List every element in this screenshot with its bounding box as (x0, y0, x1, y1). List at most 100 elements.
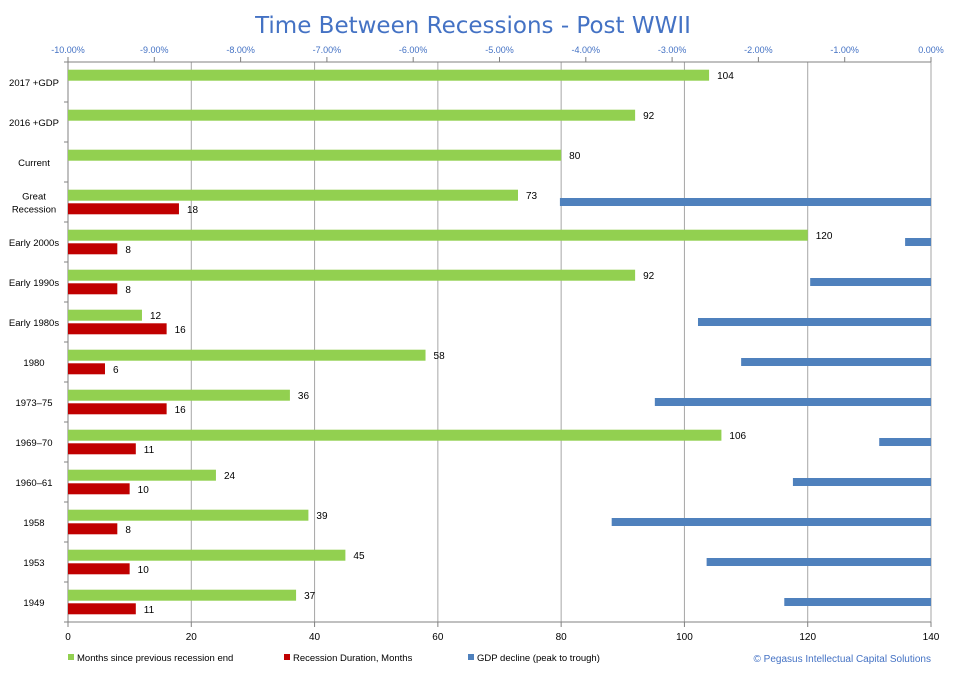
category-label: 2016 +GDP (9, 118, 59, 129)
months-between-bar (68, 69, 710, 81)
months-between-bar (68, 109, 636, 121)
gdp-decline-bar (706, 558, 931, 566)
category-label: 1949 (23, 598, 44, 609)
months-between-label: 106 (729, 431, 746, 442)
months-between-label: 36 (298, 391, 310, 402)
legend-swatch (468, 654, 474, 660)
gdp-decline-bar (905, 238, 931, 246)
legend: Months since previous recession end Reces… (68, 653, 600, 664)
recession-duration-bar (68, 243, 118, 255)
top-axis: -10.00% -9.00% -8.00% -7.00% -6.00% -5.00% -4.… (51, 45, 944, 63)
top-tick-label: -5.00% (485, 45, 514, 55)
bar-marks (68, 69, 931, 615)
legend-label: Recession Duration, Months (293, 653, 413, 664)
recession-duration-label: 10 (138, 565, 150, 576)
recession-duration-label: 8 (125, 525, 131, 536)
top-tick-label: -2.00% (744, 45, 773, 55)
months-between-bar (68, 549, 346, 561)
top-tick-label: -3.00% (658, 45, 687, 55)
legend-swatch (284, 654, 290, 660)
category-label: 1973–75 (16, 398, 53, 409)
gdp-decline-bar (810, 278, 931, 286)
months-between-bar (68, 349, 426, 361)
bottom-tick-label: 60 (432, 632, 444, 643)
legend-label: GDP decline (peak to trough) (477, 653, 600, 664)
top-tick-label: -4.00% (572, 45, 601, 55)
bottom-tick-label: 140 (923, 632, 940, 643)
recession-duration-label: 18 (187, 205, 199, 216)
top-tick-label: -8.00% (226, 45, 255, 55)
bottom-tick-label: 120 (799, 632, 816, 643)
recession-duration-bar (68, 563, 130, 575)
months-between-bar (68, 509, 309, 521)
recession-duration-label: 8 (125, 285, 131, 296)
gridlines (67, 62, 932, 622)
credit-text: © Pegasus Intellectual Capital Solutions (754, 654, 931, 665)
bottom-axis: 0 20 40 60 80 100 120 140 (65, 621, 940, 643)
months-between-bar (68, 469, 216, 481)
top-tick-label: -10.00% (51, 45, 85, 55)
months-between-label: 24 (224, 471, 236, 482)
legend-label: Months since previous recession end (77, 653, 233, 664)
months-between-label: 12 (150, 311, 162, 322)
recession-duration-bar (68, 483, 130, 495)
gdp-decline-bar (697, 318, 931, 326)
months-between-bar (68, 149, 562, 161)
months-between-label: 92 (643, 271, 655, 282)
recession-duration-bar (68, 323, 167, 335)
recession-duration-label: 10 (138, 485, 150, 496)
gdp-decline-bar (611, 518, 931, 526)
gdp-decline-bar (654, 398, 931, 406)
bottom-tick-label: 100 (676, 632, 693, 643)
months-between-label: 92 (643, 111, 655, 122)
recession-duration-bar (68, 363, 105, 375)
gdp-decline-bar (741, 358, 931, 366)
top-tick-label: -1.00% (830, 45, 859, 55)
bottom-tick-label: 40 (309, 632, 321, 643)
months-between-label: 73 (526, 191, 538, 202)
bottom-tick-label: 0 (65, 632, 71, 643)
months-between-bar (68, 389, 290, 401)
top-tick-label: -6.00% (399, 45, 428, 55)
top-tick-label: -7.00% (313, 45, 342, 55)
category-label: 1958 (23, 518, 44, 529)
months-between-bar (68, 429, 722, 441)
recession-duration-label: 11 (144, 605, 155, 616)
category-label: 2017 +GDP (9, 78, 59, 89)
category-label: 1960–61 (16, 478, 53, 489)
months-between-label: 45 (353, 551, 365, 562)
bottom-tick-label: 20 (186, 632, 198, 643)
data-labels: 104 92 80 73 18 120 8 92 8 12 16 58 6 36 16 106 11 24 10 39… (113, 71, 833, 616)
recession-duration-label: 16 (175, 325, 187, 336)
months-between-label: 120 (816, 231, 833, 242)
months-between-label: 58 (434, 351, 446, 362)
category-label: Great (22, 192, 46, 203)
gdp-decline-bar (879, 438, 931, 446)
months-between-label: 39 (316, 511, 328, 522)
recession-duration-label: 11 (144, 445, 155, 456)
months-between-bar (68, 189, 518, 201)
category-axis: 2017 +GDP 2016 +GDP Current Great Recession E… (9, 61, 69, 623)
recession-duration-bar (68, 523, 118, 535)
gdp-decline-bar (792, 478, 931, 486)
category-label: 1953 (23, 558, 44, 569)
category-label: 1980 (23, 358, 44, 369)
category-label: Current (18, 158, 50, 169)
recession-duration-bar (68, 403, 167, 415)
months-between-bar (68, 309, 142, 321)
top-tick-label: -9.00% (140, 45, 169, 55)
months-between-bar (68, 589, 297, 601)
recession-duration-bar (68, 283, 118, 295)
months-between-label: 37 (304, 591, 316, 602)
chart-title: Time Between Recessions - Post WWII (254, 13, 691, 39)
months-between-label: 80 (569, 151, 581, 162)
category-label: 1969–70 (16, 438, 53, 449)
recession-duration-label: 6 (113, 365, 119, 376)
months-between-bar (68, 229, 808, 241)
legend-swatch (68, 654, 74, 660)
recession-duration-bar (68, 443, 136, 455)
recession-duration-bar (68, 203, 179, 215)
months-between-label: 104 (717, 71, 734, 82)
bottom-tick-label: 80 (556, 632, 568, 643)
